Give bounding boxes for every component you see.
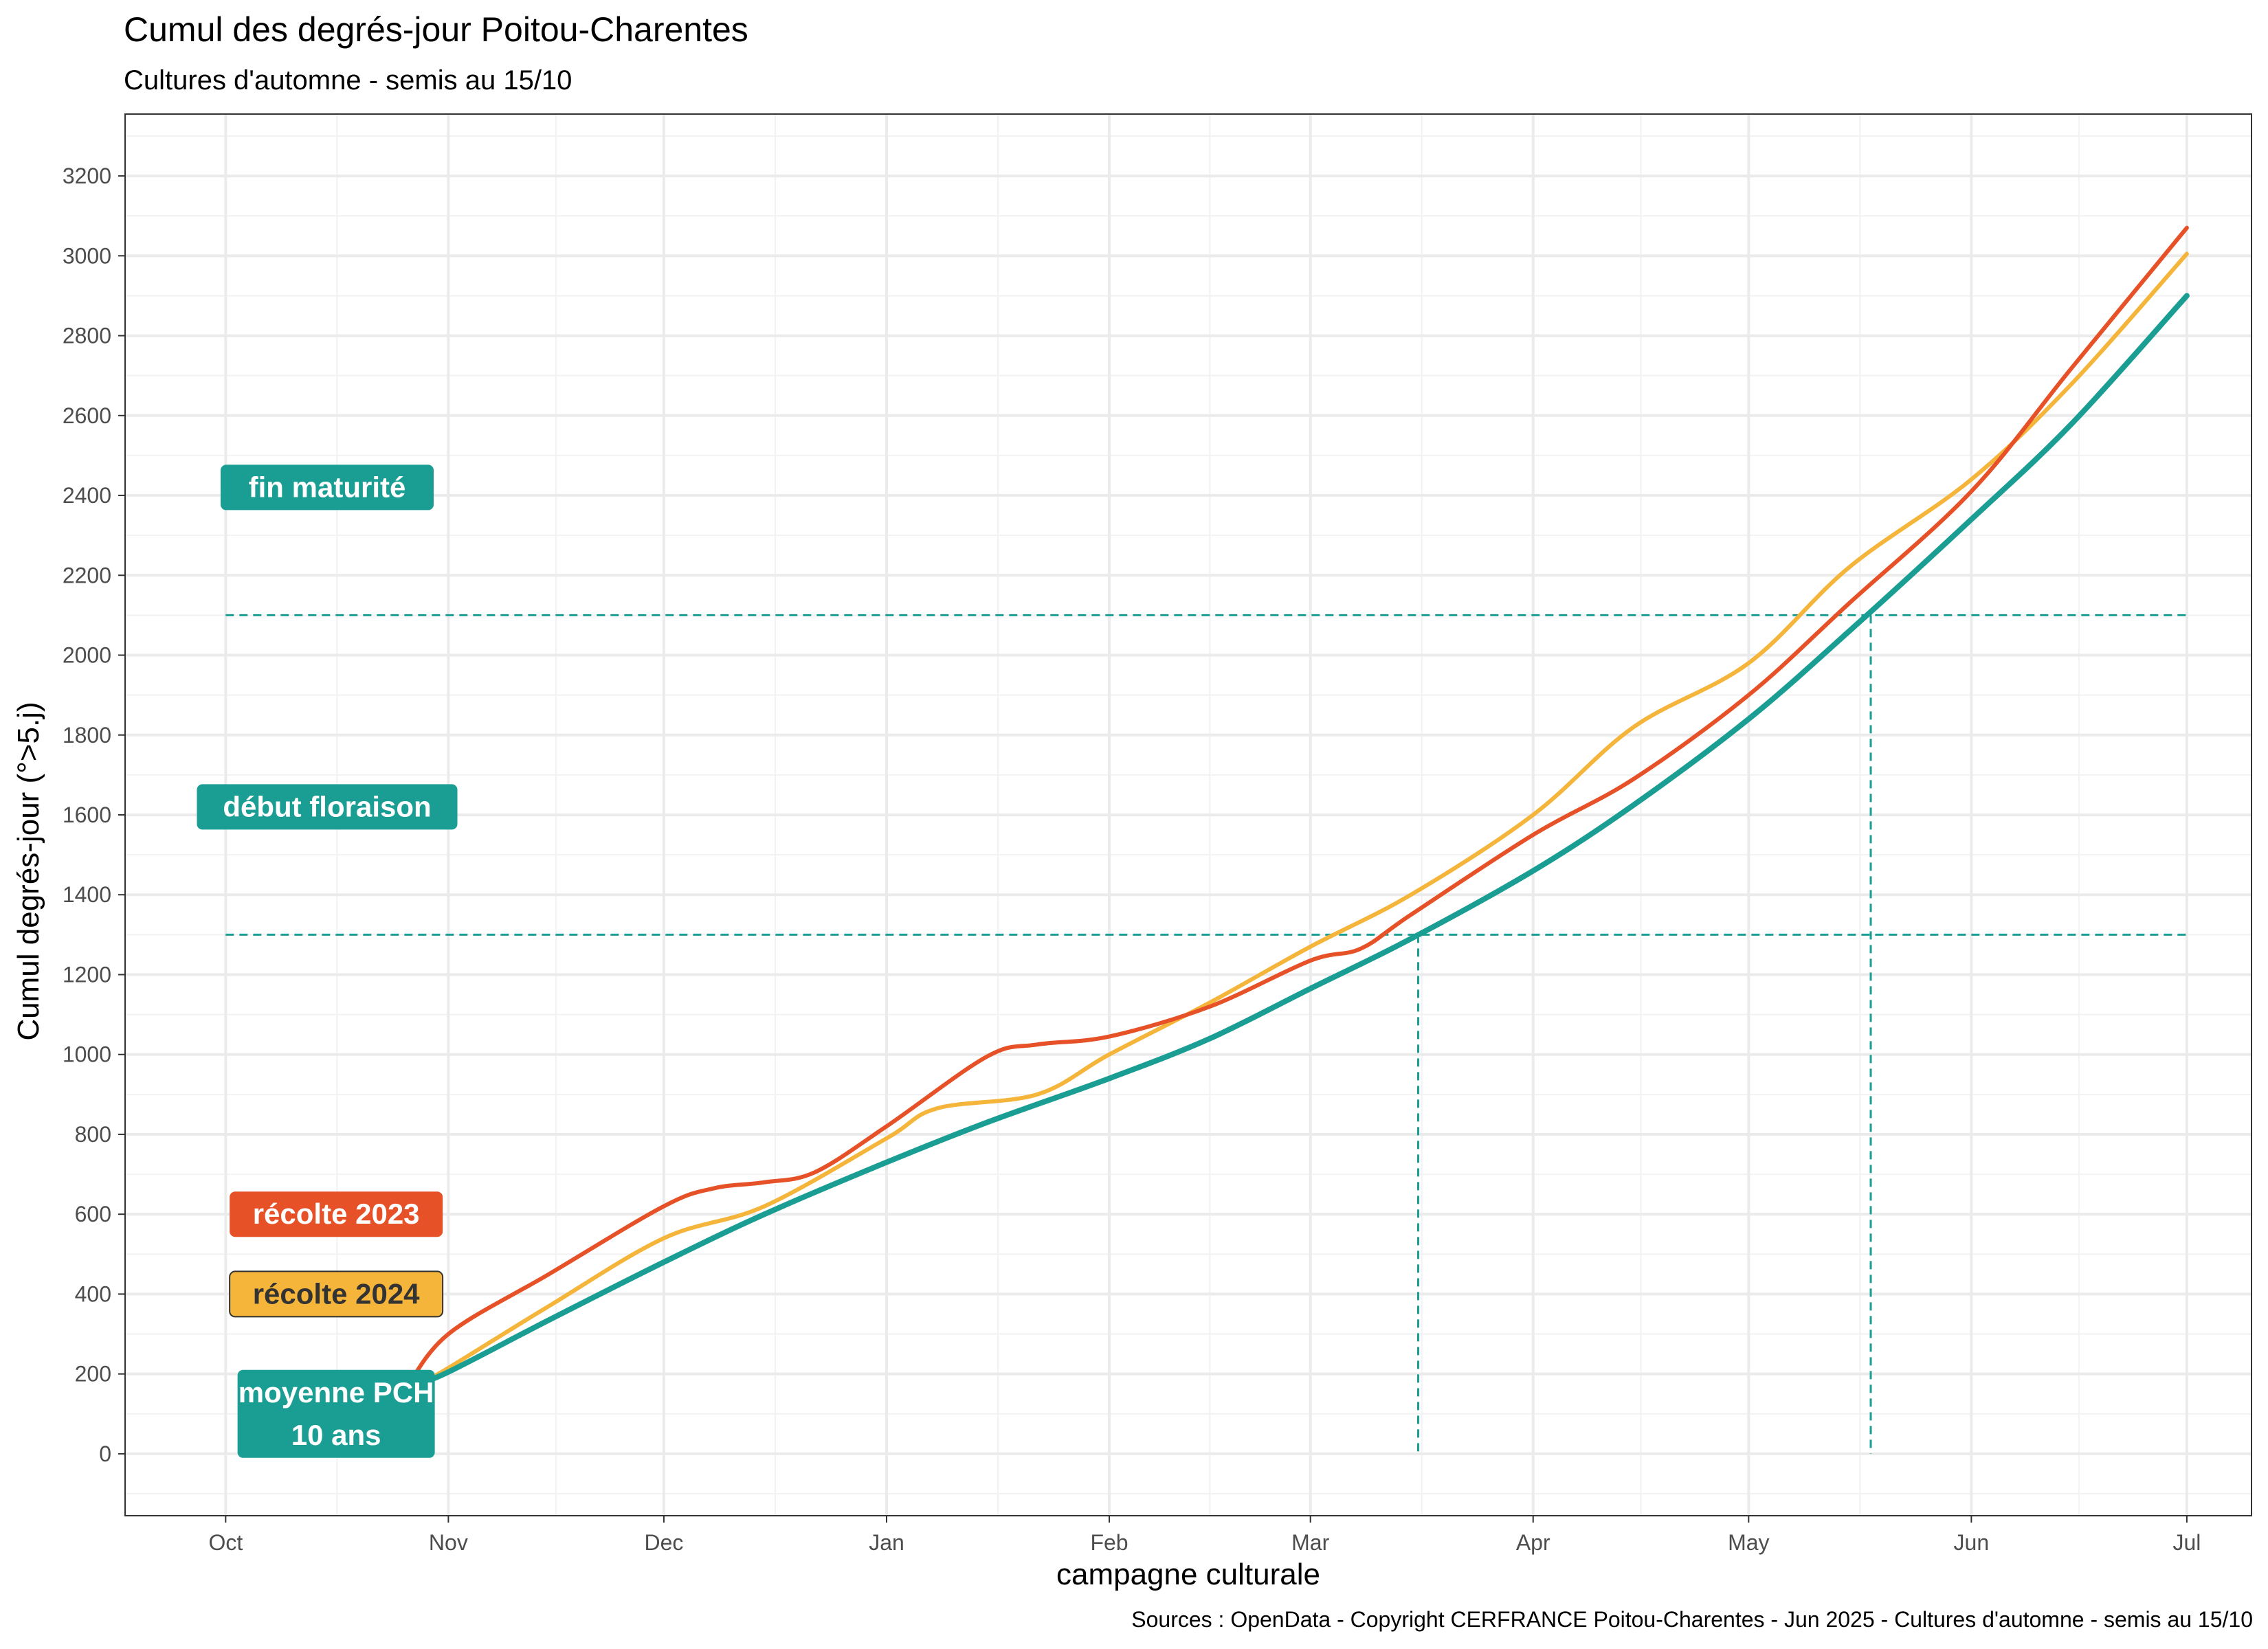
x-tick-label: Apr [1516,1530,1550,1555]
grid [125,114,2252,1516]
y-tick-label: 1400 [63,882,111,907]
y-tick-label: 3000 [63,243,111,268]
series-label-text: récolte 2024 [253,1277,420,1310]
threshold-label-box [221,464,434,511]
y-tick-label: 2600 [63,403,111,428]
y-tick-label: 600 [75,1202,111,1226]
x-tick-label: Mar [1291,1530,1329,1555]
series-line [410,293,2190,1389]
series-label-box [229,1270,444,1318]
threshold-lines [225,614,2187,1454]
series-label-box [237,1369,435,1458]
x-tick-label: Nov [429,1530,468,1555]
x-tick-label: May [1728,1530,1769,1555]
threshold-label-box [197,784,458,830]
threshold-label-text: début floraison [223,790,431,822]
series-label-text: moyenne PCH [238,1376,434,1409]
y-axis-title: Cumul degrés-jour (°>5.j) [12,702,45,1040]
x-tick-label: Dec [644,1530,683,1555]
x-axis: Oct Nov Dec Jan Feb Mar Apr May Jun Jul [208,1516,2201,1555]
series-line [410,251,2189,1390]
y-tick-label: 1200 [63,962,111,987]
chart-title: Cumul des degrés-jour Poitou-Charentes [124,10,748,49]
series-label-box [230,1191,443,1237]
x-tick-label: Jan [869,1530,904,1555]
series-label-text: 10 ans [291,1419,381,1451]
threshold-label: début floraison [197,784,458,830]
series-label: récolte 2024 [229,1270,444,1318]
threshold-label-text: fin maturité [249,471,406,503]
y-tick-label: 2400 [63,483,111,508]
series-lines [403,225,2190,1392]
threshold-labels: fin maturité début floraison récolte 2023 r… [197,464,458,1458]
y-tick-label: 1800 [63,723,111,748]
x-tick-label: Feb [1090,1530,1128,1555]
series-label: récolte 2023 [230,1191,443,1237]
x-tick-label: Jul [2172,1530,2201,1555]
chart-subtitle: Cultures d'automne - semis au 15/10 [124,65,572,96]
y-tick-label: 0 [99,1442,111,1466]
series-line [403,225,2189,1392]
y-tick-label: 2800 [63,324,111,348]
series-label-text: récolte 2023 [253,1198,420,1230]
y-axis: 0 200 400 600 800 1000 1200 1400 1600 1800 2000 220… [63,164,125,1466]
y-tick-label: 2200 [63,563,111,587]
x-tick-label: Oct [208,1530,243,1555]
y-tick-label: 3200 [63,164,111,188]
y-tick-label: 400 [75,1281,111,1306]
threshold-label: fin maturité [221,464,434,511]
series-label: moyenne PCH 10 ans [237,1369,435,1458]
source-caption: Sources : OpenData - Copyright CERFRANCE… [1131,1607,2253,1632]
y-tick-label: 2000 [63,643,111,668]
y-tick-label: 200 [75,1362,111,1387]
y-tick-label: 1000 [63,1042,111,1067]
x-tick-label: Jun [1954,1530,1990,1555]
x-axis-title: campagne culturale [1056,1558,1320,1591]
y-tick-label: 800 [75,1122,111,1147]
y-tick-label: 1600 [63,803,111,827]
